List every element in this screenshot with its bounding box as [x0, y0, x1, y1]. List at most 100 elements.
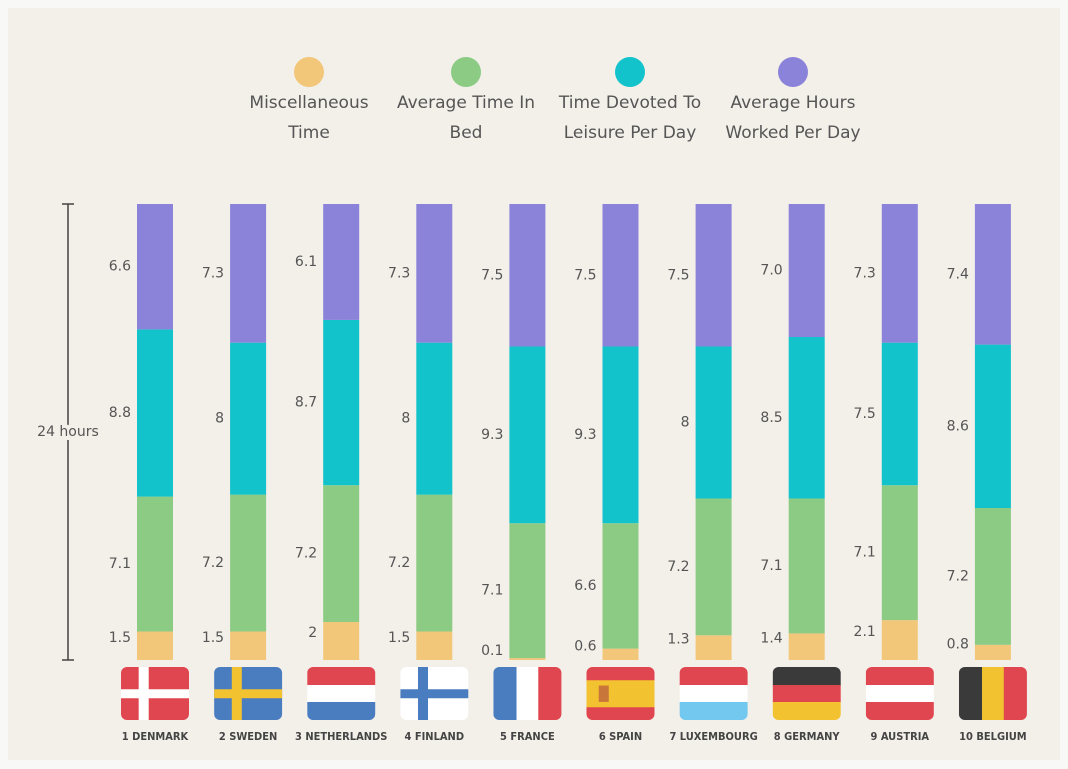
flag-part: [679, 701, 748, 720]
flag-part: [307, 685, 376, 703]
flag-part: [400, 689, 469, 699]
value-label: 7.2: [295, 546, 317, 562]
bar-segment: [695, 204, 732, 347]
value-label: 6.1: [295, 254, 317, 270]
bar-segment: [695, 346, 732, 499]
value-label: 1.5: [109, 630, 131, 646]
flag-part: [958, 667, 983, 720]
value-label: 7.2: [947, 568, 969, 584]
value-label: 2.1: [854, 624, 876, 640]
flag-part: [121, 689, 189, 699]
flag-part: [538, 667, 562, 720]
flag: [958, 667, 1027, 720]
flag-body: [586, 667, 655, 720]
bar-segment: [602, 523, 639, 649]
bar-segment: [695, 635, 732, 660]
value-label: 0.1: [481, 643, 503, 659]
value-label: 7.5: [481, 267, 503, 283]
value-label: 7.1: [760, 558, 782, 574]
flag-part: [679, 685, 748, 703]
bar-segment: [323, 622, 360, 660]
flag: [121, 667, 189, 720]
value-label: 2: [308, 625, 317, 641]
value-label: 6.6: [109, 259, 131, 275]
value-label: 7.5: [854, 406, 876, 422]
flag-body: [865, 667, 934, 720]
legend-label: Average Hours Worked Per Day: [725, 93, 861, 143]
x-tick-label: 7 LUXEMBOURG: [669, 730, 757, 743]
x-tick-label: 10 BELGIUM: [959, 730, 1027, 743]
flag-body: [307, 667, 376, 720]
flag: [865, 667, 934, 720]
flag: [772, 667, 841, 720]
bar-segment: [788, 337, 825, 499]
value-label: 7.1: [854, 545, 876, 561]
bar-segment: [416, 631, 453, 660]
flag: [307, 667, 376, 720]
value-label: 7.5: [574, 267, 596, 283]
value-label: 7.2: [667, 559, 689, 575]
value-label: 9.3: [481, 427, 503, 443]
bar-segment: [416, 494, 453, 632]
bar-segment: [602, 346, 639, 524]
value-label: 7.2: [388, 555, 410, 571]
bar-segment: [137, 631, 173, 660]
flag-part: [1003, 667, 1027, 720]
flag-part: [772, 685, 841, 703]
flag-part: [865, 667, 934, 686]
value-label: 8.8: [109, 405, 131, 421]
legend-label: Time Devoted To Leisure Per Day: [558, 93, 702, 143]
annotation: 24 hours: [37, 424, 99, 440]
flag-part: [307, 667, 376, 686]
bar-segment: [230, 494, 267, 632]
value-label: 0.6: [574, 638, 596, 654]
bar-segment: [416, 204, 453, 343]
flag: [586, 667, 655, 720]
value-label: 0.8: [947, 636, 969, 652]
x-tick-label: 6 SPAIN: [599, 730, 642, 743]
flag-body: [400, 667, 469, 720]
flag-part: [598, 685, 609, 702]
value-label: 8: [681, 415, 690, 431]
x-tick-label: 5 FRANCE: [500, 730, 555, 743]
value-label: 1.4: [760, 631, 782, 647]
value-label: 8.6: [947, 418, 969, 434]
flag-part: [586, 680, 655, 708]
flag-part: [772, 667, 841, 686]
legend-swatch: [294, 57, 324, 87]
x-tick-label: 9 AUSTRIA: [871, 730, 930, 743]
flag-body: [493, 667, 562, 720]
flag-part: [307, 701, 376, 720]
bar-segment: [323, 204, 360, 320]
value-label: 1.3: [667, 632, 689, 648]
bar-segment: [695, 498, 732, 636]
bar-segment: [416, 342, 453, 495]
flag-part: [516, 667, 539, 720]
flag-part: [679, 667, 748, 686]
bar-segment: [788, 633, 825, 660]
bar-segment: [230, 342, 267, 495]
bar-segment: [137, 329, 173, 497]
flag-part: [865, 701, 934, 720]
value-label: 6.6: [574, 578, 596, 594]
legend-swatch: [451, 57, 481, 87]
flag-body: [772, 667, 841, 720]
value-label: 1.5: [388, 630, 410, 646]
flag-body: [958, 667, 1027, 720]
x-tick-label: 3 NETHERLANDS: [295, 730, 387, 743]
flag: [679, 667, 748, 720]
bar-segment: [974, 644, 1011, 660]
value-label: 8: [215, 411, 224, 427]
bar-segment: [881, 620, 918, 660]
bar-segment: [137, 204, 173, 330]
flag-part: [214, 689, 283, 699]
legend-label: Miscellaneous Time: [249, 93, 369, 143]
bar-segment: [974, 508, 1011, 645]
value-label: 7.2: [202, 555, 224, 571]
bar-segment: [323, 485, 360, 622]
value-label: 7.5: [667, 267, 689, 283]
bar-segment: [788, 204, 825, 337]
bar-segment: [881, 342, 918, 486]
bar-segment: [881, 485, 918, 621]
